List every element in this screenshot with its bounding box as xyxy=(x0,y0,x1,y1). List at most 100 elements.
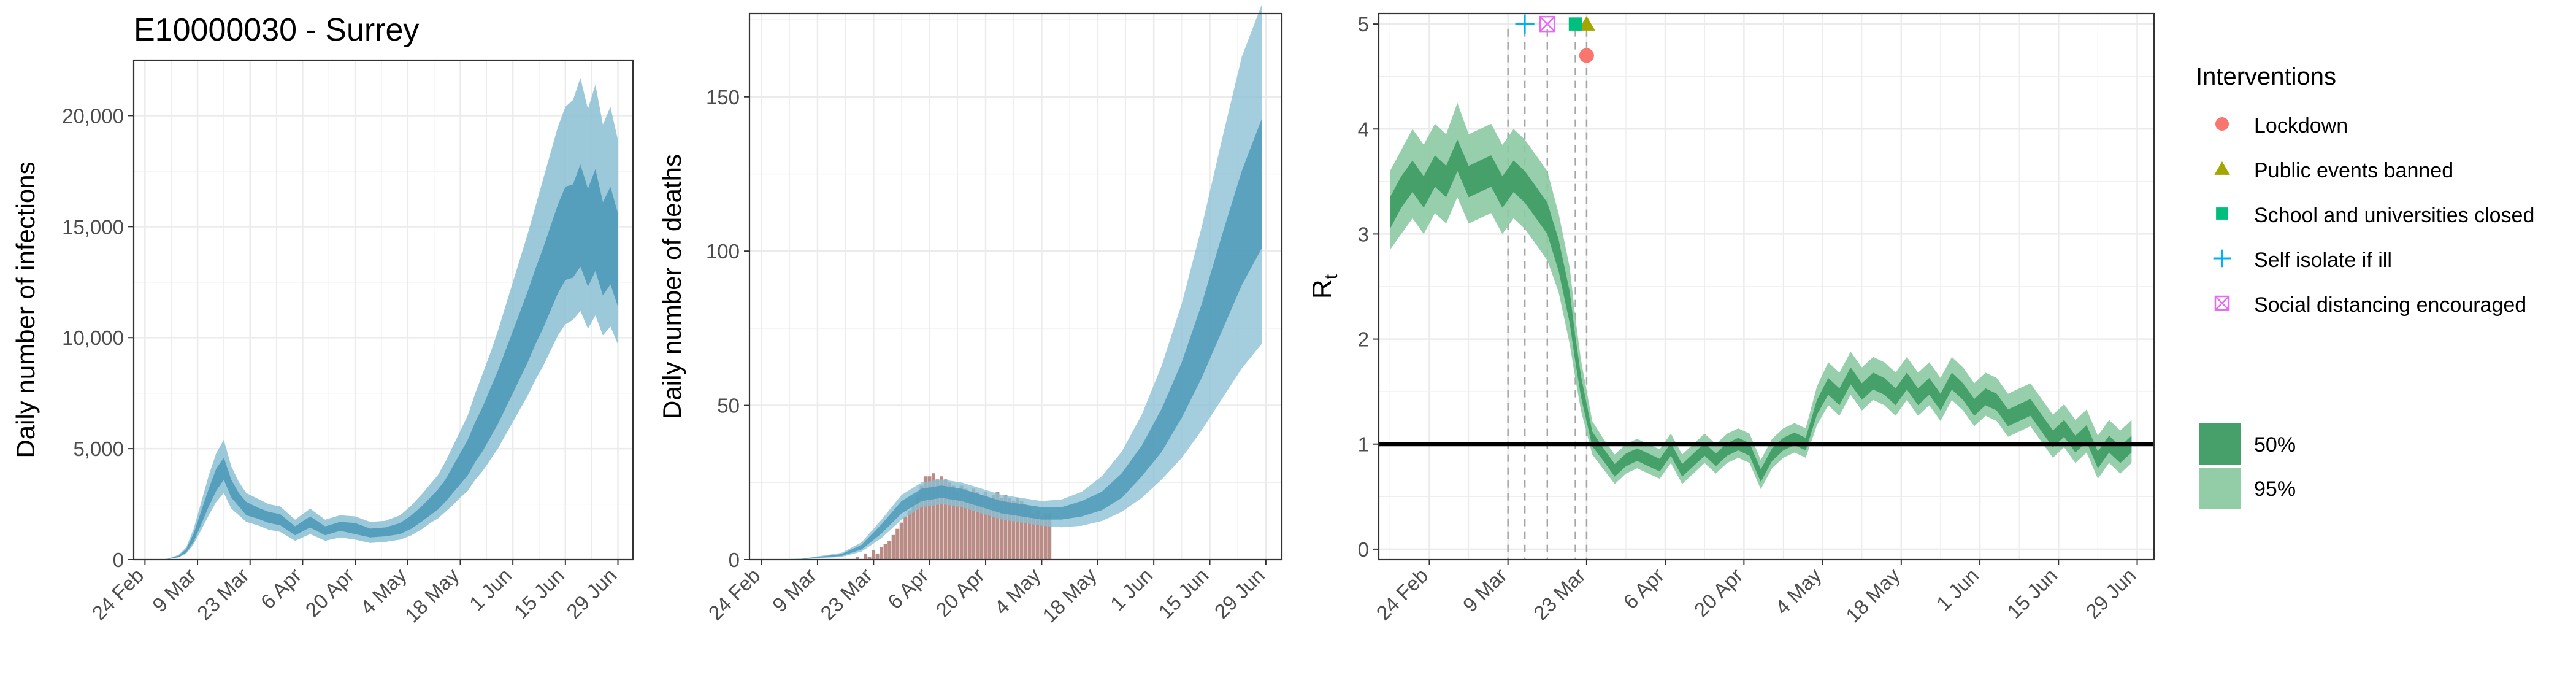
death-bar xyxy=(1035,510,1040,560)
x-tick-label: 23 Mar xyxy=(1529,564,1590,625)
death-bar xyxy=(1003,495,1008,560)
y-tick-label: 5 xyxy=(1358,13,1369,36)
death-bar xyxy=(995,492,1000,560)
x-tick-label: 4 May xyxy=(1771,563,1826,619)
x-tick-label: 24 Feb xyxy=(87,564,148,625)
death-bar xyxy=(987,498,992,560)
death-bar xyxy=(919,485,924,560)
rt-50-band xyxy=(1390,139,2132,482)
plot-border xyxy=(1378,12,2155,561)
death-bar xyxy=(923,476,927,560)
death-bar xyxy=(1007,498,1011,560)
y-tick-label: 0 xyxy=(729,549,740,571)
legend-item-label: Social distancing encouraged xyxy=(2254,293,2526,317)
y-tick-label: 5,000 xyxy=(73,438,124,460)
y-tick-label: 20,000 xyxy=(62,104,124,127)
legend-marker xyxy=(2214,295,2230,311)
intervention-marker xyxy=(1578,15,1595,31)
death-bar xyxy=(983,492,987,560)
y-tick-label: 4 xyxy=(1358,118,1369,141)
death-bar xyxy=(964,488,968,560)
x-tick-label: 6 Apr xyxy=(883,564,933,614)
death-bar xyxy=(855,556,859,560)
death-bar xyxy=(911,504,916,560)
legend: Interventions Lockdown Public events bann… xyxy=(2196,63,2534,509)
legend-item-label: Self isolate if ill xyxy=(2254,249,2392,272)
y-tick-label: 0 xyxy=(113,549,124,571)
death-bar xyxy=(1043,513,1048,560)
death-bar xyxy=(1040,516,1044,560)
x-tick-label: 18 May xyxy=(1038,563,1101,627)
x-tick-label: 1 Jun xyxy=(465,564,516,615)
y-tick-label: 2 xyxy=(1358,328,1369,351)
x-tick-label: 24 Feb xyxy=(704,564,765,625)
death-bar xyxy=(975,492,979,560)
intervention-marker xyxy=(1579,48,1594,63)
intervention-marker xyxy=(1539,15,1556,33)
death-bar xyxy=(891,534,895,560)
death-bar xyxy=(1019,501,1024,560)
x-tick-label: 6 Apr xyxy=(256,564,306,614)
death-bar xyxy=(979,495,984,560)
death-bar xyxy=(972,488,976,560)
x-tick-label: 18 May xyxy=(401,563,464,627)
x-tick-label: 1 Jun xyxy=(1106,564,1157,615)
death-bar xyxy=(956,492,960,560)
y-tick-label: 100 xyxy=(706,240,740,263)
death-bar xyxy=(959,485,964,560)
legend-item-label: School and universities closed xyxy=(2254,204,2534,227)
y-tick-label: 150 xyxy=(706,86,740,109)
x-tick-label: 20 Apr xyxy=(301,564,358,622)
x-tick-label: 9 Mar xyxy=(768,564,821,617)
legend-band-label: 95% xyxy=(2254,477,2296,501)
rt-y-axis-subscript: t xyxy=(1321,274,1341,279)
death-bar xyxy=(899,522,903,560)
y-tick-label: 1 xyxy=(1358,433,1369,456)
death-bar xyxy=(935,479,940,560)
intervention-marker xyxy=(1515,14,1535,34)
circle-marker xyxy=(2215,117,2229,131)
x-tick-label: 24 Feb xyxy=(1372,564,1433,625)
y-tick-label: 0 xyxy=(1358,538,1369,561)
x-tick-label: 9 Mar xyxy=(1459,564,1511,617)
death-bar xyxy=(872,550,876,560)
x-tick-label: 6 Apr xyxy=(1619,564,1668,614)
infections-50-band xyxy=(152,164,618,560)
death-bar xyxy=(999,498,1003,560)
legend-marker xyxy=(2213,249,2231,268)
deaths-y-axis-label: Daily number of deaths xyxy=(657,154,686,419)
chart-title: E10000030 - Surrey xyxy=(134,12,419,48)
x-tick-label: 23 Mar xyxy=(816,564,876,625)
plot-border xyxy=(132,59,634,561)
y-tick-label: 10,000 xyxy=(62,326,124,349)
legend-item-label: Public events banned xyxy=(2254,159,2453,182)
legend-marker xyxy=(2216,207,2228,220)
observed-death-bars xyxy=(855,473,1052,560)
boxx-marker-x xyxy=(2215,296,2229,311)
death-bar xyxy=(1032,513,1036,560)
x-tick-label: 23 Mar xyxy=(193,564,253,625)
legend-title: Interventions xyxy=(2196,63,2336,90)
intervention-marker xyxy=(1568,17,1582,31)
death-bar xyxy=(887,541,892,560)
legend-band-swatch xyxy=(2199,468,2241,509)
death-bar xyxy=(951,485,956,560)
death-bar xyxy=(883,544,887,560)
infections-y-axis-label: Daily number of infections xyxy=(11,161,40,458)
death-bar xyxy=(907,510,911,560)
x-tick-label: 15 Jun xyxy=(2003,564,2061,623)
legend-band-swatch xyxy=(2199,423,2241,465)
death-bar xyxy=(967,492,972,560)
x-tick-label: 18 May xyxy=(1841,563,1904,627)
triangle-marker xyxy=(1578,15,1595,31)
legend-marker xyxy=(2215,117,2229,131)
rt-panel: 0 1 2 3 4 5 24 Feb 9 Mar 23 Mar 6 Apr 20 Apr 4 May 1… xyxy=(1307,12,2155,627)
death-bar xyxy=(1024,504,1028,560)
boxx-marker-x xyxy=(1539,16,1555,32)
death-bar xyxy=(915,495,919,560)
square-marker xyxy=(2216,207,2228,220)
boxx-marker-box xyxy=(2214,295,2230,311)
legend-item-label: Lockdown xyxy=(2254,114,2348,137)
